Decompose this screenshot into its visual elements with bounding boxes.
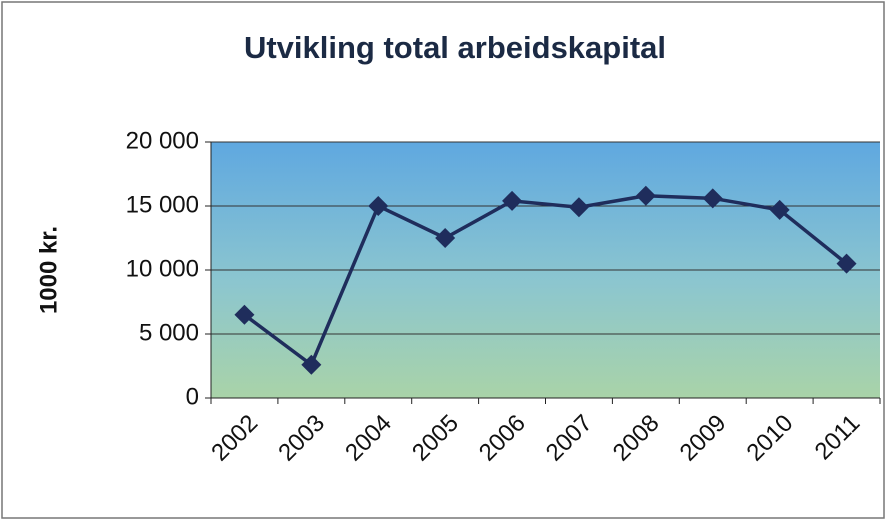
chart-title: Utvikling total arbeidskapital [244, 30, 666, 65]
marker [301, 354, 322, 375]
y-tick-label: 15 000 [126, 191, 199, 218]
marker [635, 185, 656, 206]
y-tick-label: 10 000 [126, 255, 199, 282]
marker [568, 197, 589, 218]
y-axis-label: 1000 kr. [35, 226, 62, 314]
y-tick-label: 5 000 [139, 319, 199, 346]
line [243, 194, 848, 368]
y-tick-label: 0 [186, 383, 199, 410]
marker [234, 304, 255, 325]
marker [702, 188, 723, 209]
marker [435, 228, 456, 248]
marker [502, 190, 523, 211]
marker [769, 199, 790, 220]
marker [368, 196, 389, 216]
marker [836, 253, 857, 274]
y-tick-label: 20 000 [126, 127, 199, 154]
